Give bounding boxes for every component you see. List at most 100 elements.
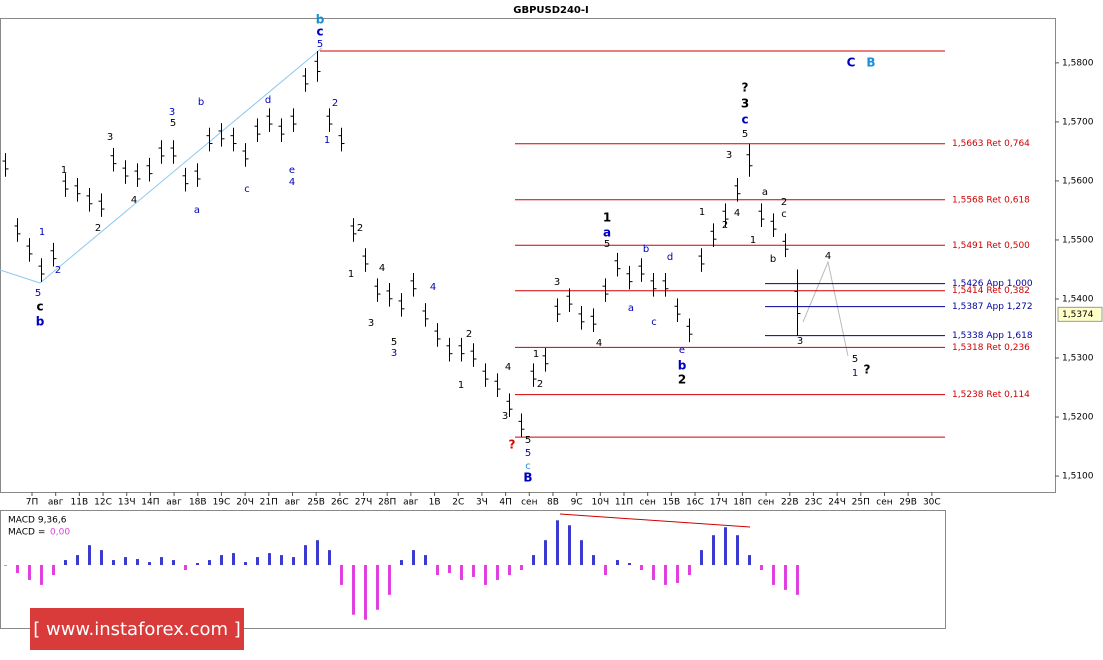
wave-label: 3 <box>741 97 749 111</box>
x-tick-label: 15В <box>663 498 681 508</box>
wave-label: c <box>36 300 43 314</box>
wave-label: 3 <box>107 132 113 143</box>
wave-label: c <box>781 209 787 220</box>
wave-label: b <box>770 254 776 265</box>
level-label: 1,5238 Ret 0,114 <box>952 390 1030 400</box>
last-price-box <box>1057 306 1103 322</box>
wave-label: a <box>194 205 200 216</box>
macd-bar <box>220 555 223 566</box>
macd-readout: 0,00 <box>50 528 70 538</box>
x-tick-label: 23С <box>805 498 823 508</box>
level-label: 1,5491 Ret 0,500 <box>952 241 1030 251</box>
macd-bar <box>532 555 535 566</box>
x-tick-label: 27Ч <box>355 498 373 508</box>
wave-label: c <box>244 184 250 195</box>
wave-label: 1 <box>61 165 67 176</box>
x-tick-label: 21П <box>260 498 278 508</box>
y-tick-label: 1,5300 <box>1062 354 1094 364</box>
macd-bar <box>640 565 643 570</box>
wave-label: 4 <box>596 338 602 349</box>
macd-bar <box>280 555 283 566</box>
x-tick-label: 20Ч <box>236 498 254 508</box>
x-tick-label: 3Ч <box>476 498 488 508</box>
wave-label: 2 <box>95 223 101 234</box>
macd-bar <box>16 565 19 573</box>
wave-label: 3 <box>797 336 803 347</box>
macd-bar <box>316 540 319 566</box>
wave-label: 5 <box>525 448 531 459</box>
wave-label: d <box>265 95 271 106</box>
wave-label: b <box>316 13 325 27</box>
macd-bar <box>376 565 379 610</box>
wave-label: c <box>741 113 748 127</box>
wave-label: ? <box>864 363 871 377</box>
macd-bar <box>796 565 799 595</box>
macd-bar <box>64 560 67 566</box>
macd-bar <box>112 560 115 566</box>
macd-bar <box>148 562 151 566</box>
wave-label: 4 <box>379 263 385 274</box>
wave-label: 5 <box>391 337 397 348</box>
level-label: 1,5426 App 1,000 <box>952 279 1033 289</box>
wave-label: 5 <box>170 118 176 129</box>
macd-bar <box>544 540 547 566</box>
macd-bar <box>424 555 427 566</box>
wave-label: 2 <box>332 98 338 109</box>
macd-bar <box>136 559 139 566</box>
macd-bar <box>4 565 7 566</box>
macd-bar <box>172 560 175 566</box>
macd-bar <box>760 565 763 570</box>
wave-label: 1 <box>324 135 330 146</box>
macd-bar <box>412 550 415 566</box>
macd-bar <box>232 553 235 566</box>
wave-label: 4 <box>734 208 740 219</box>
wave-label: 5 <box>525 435 531 446</box>
macd-bar <box>592 555 595 566</box>
wave-label: 3 <box>554 277 560 288</box>
wave-label: 2 <box>55 265 61 276</box>
macd-bar <box>40 565 43 585</box>
macd-bar <box>28 565 31 580</box>
y-tick-label: 1,5700 <box>1062 117 1094 127</box>
wave-label: B <box>866 56 875 70</box>
macd-bar <box>676 565 679 583</box>
macd-bar <box>664 565 667 585</box>
macd-readout-name: MACD = <box>8 528 45 538</box>
wave-label: 3 <box>391 348 397 359</box>
wave-label: 1 <box>533 349 539 360</box>
wave-label: a <box>603 226 611 240</box>
plot: 1,5100 1,5200 1,5300 1,5400 1,5500 1,5600 1,57… <box>2 13 1103 620</box>
x-tick-label: авг <box>48 498 64 508</box>
x-tick-label: сен <box>876 498 892 508</box>
wave-label: 4 <box>131 195 137 206</box>
macd-bar <box>364 565 367 620</box>
macd-bar <box>628 563 631 566</box>
macd-bar <box>748 555 751 566</box>
macd-bar <box>688 565 691 575</box>
x-tick-label: 17Ч <box>710 498 728 508</box>
wave-label: 1 <box>852 368 858 379</box>
x-tick-label: авг <box>285 498 301 508</box>
macd-bar <box>484 565 487 585</box>
level-label: 1,5338 App 1,618 <box>952 331 1033 341</box>
x-tick-label: сен <box>758 498 774 508</box>
macd-bar <box>256 557 259 566</box>
x-tick-label: 13Ч <box>118 498 136 508</box>
x-tick-label: 16С <box>686 498 704 508</box>
y-tick-label: 1,5800 <box>1062 58 1094 68</box>
wave-label: 1 <box>603 211 611 225</box>
macd-bar <box>340 565 343 585</box>
x-tick-label: 12С <box>94 498 112 508</box>
x-tick-label: 18П <box>733 498 751 508</box>
wave-label: c <box>525 461 531 472</box>
macd-bar <box>724 527 727 566</box>
level-label: 1,5568 Ret 0,618 <box>952 195 1030 205</box>
x-tick-label: 4П <box>499 498 512 508</box>
macd-bar <box>580 540 583 566</box>
x-tick-label: авг <box>166 498 182 508</box>
wave-label: 5 <box>852 354 858 365</box>
macd-bar <box>208 560 211 566</box>
x-tick-label: 14П <box>141 498 159 508</box>
